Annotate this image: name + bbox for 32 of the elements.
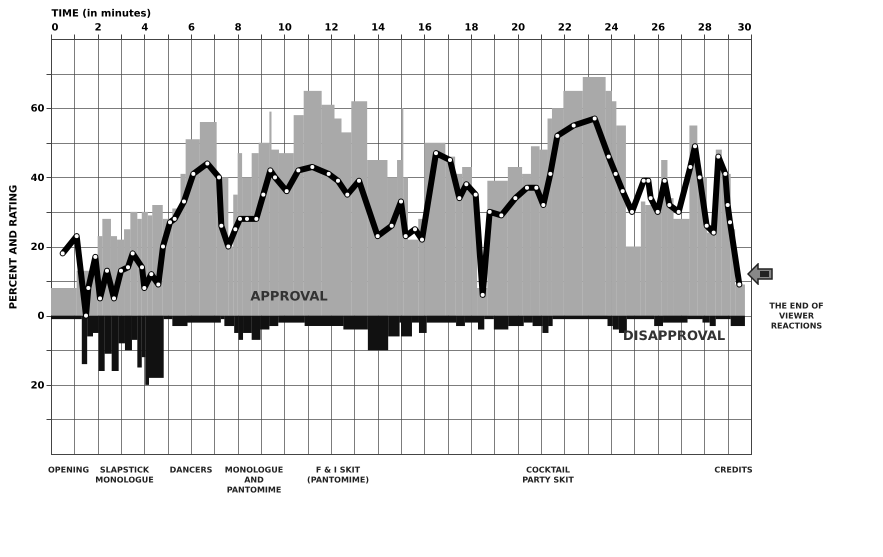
y-tick-label: 40 [30,172,45,184]
text: F & I SKIT (PANTOMIME) [307,465,369,484]
annotation: APPROVAL [250,289,328,304]
y-tick-label: 0 [38,311,45,322]
y-tick-label: 20 [30,380,45,392]
x-tick-label: 26 [651,22,666,34]
x-tick-label: 24 [604,22,618,34]
text: COCKTAIL PARTY SKIT [522,465,574,484]
x-tick-label: 22 [558,22,572,34]
text: OPENING [48,465,90,474]
x-tick-label: 2 [94,22,102,34]
y-tick-label: 20 [30,242,45,253]
text: CREDITS [714,465,753,474]
x-tick-label: 28 [698,22,712,34]
text: SLAPSTICK MONOLOGUE [95,465,154,484]
x-tick-label: 8 [234,22,242,34]
text: THE END OF VIEWER REACTIONS [769,302,824,331]
x-tick-label: 12 [324,22,338,34]
x-tick-label: 0 [52,22,58,34]
x-tick-label: 10 [278,22,292,34]
text: MONOLOGUE AND PANTOMIME [224,465,284,494]
x-axis-title: TIME (in minutes) [52,8,152,20]
x-tick-label: 20 [511,22,526,34]
x-tick-label: 18 [464,22,478,34]
y-axis-title: PERCENT AND RATING [8,184,20,310]
x-tick-label: 16 [418,22,432,34]
y-tick-label: 60 [30,104,45,115]
x-tick-label: 6 [188,22,196,34]
x-tick-label: 4 [141,22,148,34]
x-tick-label: 14 [371,22,386,34]
x-tick-label: 30 [738,22,752,34]
text: DANCERS [170,465,213,474]
